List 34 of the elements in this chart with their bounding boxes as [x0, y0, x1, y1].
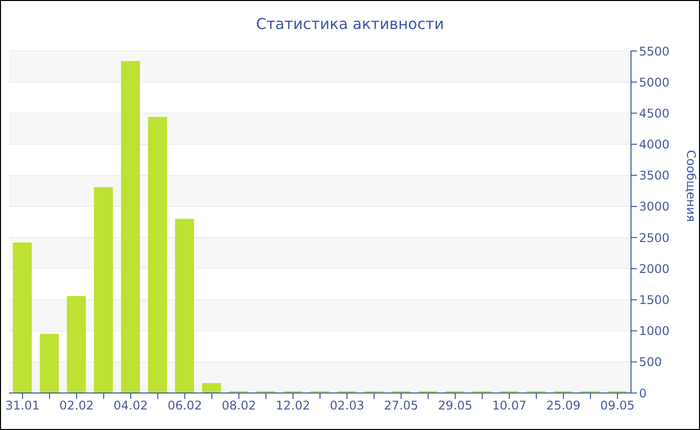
y-axis-title: Сообщения	[684, 150, 698, 222]
bar	[175, 218, 194, 393]
x-tick-label: 09.05	[600, 398, 635, 413]
bar	[148, 116, 168, 393]
x-tick-label: 25.09	[546, 398, 581, 413]
x-tick-label: 29.05	[438, 398, 472, 413]
y-tick-label: 5500	[639, 44, 670, 58]
y-tick-label: 4500	[639, 106, 670, 120]
y-tick-label: 2000	[639, 262, 670, 276]
bar	[40, 334, 59, 393]
y-tick-label: 1500	[639, 292, 670, 307]
y-tick-label: 2500	[639, 230, 670, 245]
x-tick-label: 02.02	[59, 398, 94, 413]
bar	[12, 242, 32, 393]
y-tick-label: 0	[639, 386, 647, 400]
y-tick-label: 3500	[639, 168, 670, 183]
bar	[202, 383, 222, 393]
x-tick-label: 08.02	[222, 398, 256, 413]
x-tick-label: 10.07	[492, 398, 526, 413]
x-tick-label: 31.01	[5, 398, 40, 413]
bar	[120, 60, 140, 393]
x-tick-label: 12.02	[276, 398, 310, 413]
y-tick-label: 5000	[639, 75, 670, 90]
chart-title: Статистика активности	[255, 15, 445, 33]
x-tick-label: 06.02	[168, 398, 202, 413]
y-tick-label: 4000	[639, 138, 670, 152]
y-tick-label: 1000	[639, 324, 670, 338]
x-tick-label: 27.05	[384, 398, 418, 413]
x-tick-label: 04.02	[114, 398, 148, 413]
y-tick-label: 3000	[639, 200, 670, 214]
bar	[66, 296, 86, 393]
y-tick-label: 500	[639, 355, 662, 370]
x-tick-label: 02.03	[330, 398, 364, 413]
bar	[94, 187, 113, 393]
